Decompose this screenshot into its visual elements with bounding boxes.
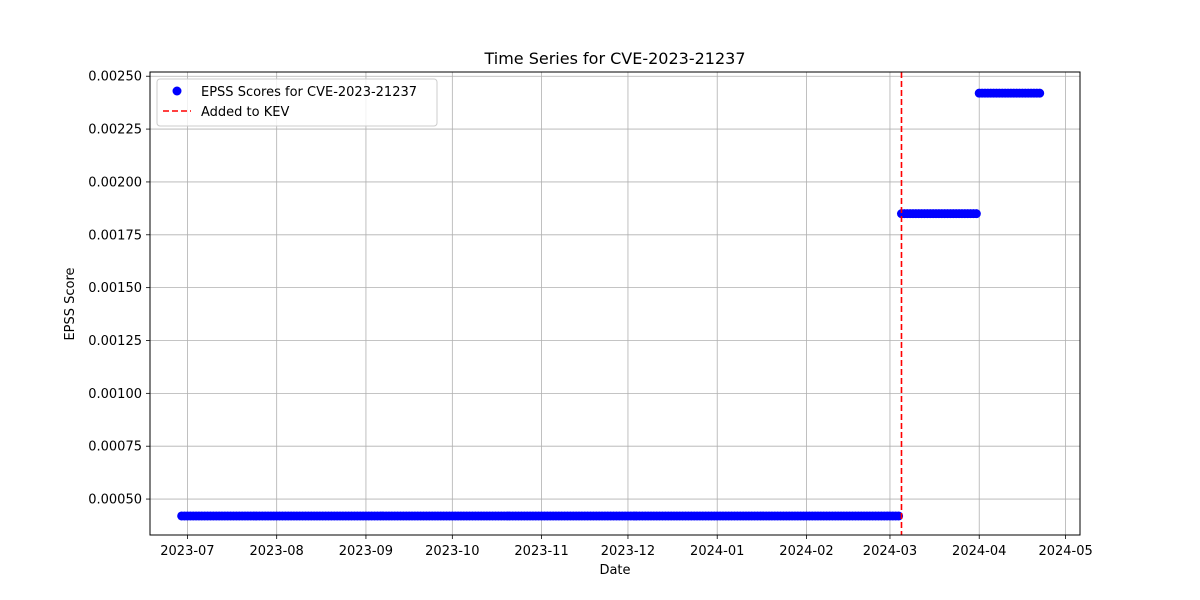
x-tick-label: 2024-04	[952, 544, 1006, 559]
y-tick-label: 0.00075	[88, 440, 142, 455]
legend-box	[156, 78, 438, 127]
x-tick-label: 2023-07	[160, 544, 214, 559]
x-tick-label: 2023-09	[339, 544, 393, 559]
y-axis-label: EPSS Score	[63, 267, 78, 340]
plot-frame	[149, 71, 1081, 536]
grid	[150, 72, 1080, 535]
y-axis: 0.00050 0.00075 0.00100 0.00125 0.00150 0.001…	[88, 70, 150, 508]
x-tick-label: 2024-02	[779, 544, 833, 559]
x-tick-label: 2023-11	[514, 544, 568, 559]
legend-label-epss: EPSS Scores for CVE-2023-21237	[201, 85, 417, 100]
y-tick-label: 0.00125	[88, 334, 142, 349]
data-points	[177, 88, 1045, 521]
x-axis-label: Date	[599, 563, 630, 578]
chart-title: Time Series for CVE-2023-21237	[483, 49, 745, 68]
x-tick-label: 2024-01	[690, 544, 744, 559]
y-tick-label: 0.00250	[88, 70, 142, 85]
y-tick-label: 0.00150	[88, 281, 142, 296]
x-tick-label: 2023-10	[425, 544, 479, 559]
data-point	[1035, 88, 1045, 98]
x-axis: 2023-07 2023-08 2023-09 2023-10 2023-11 2023-…	[160, 535, 1093, 559]
legend: EPSS Scores for CVE-2023-21237 Added to …	[156, 78, 438, 127]
data-point	[971, 209, 981, 219]
legend-marker-epss	[172, 86, 182, 96]
y-tick-label: 0.00175	[88, 228, 142, 243]
x-tick-label: 2023-12	[601, 544, 655, 559]
legend-label-kev: Added to KEV	[201, 105, 289, 120]
y-tick-label: 0.00050	[88, 493, 142, 508]
x-tick-label: 2024-03	[863, 544, 917, 559]
y-tick-label: 0.00225	[88, 123, 142, 138]
x-tick-label: 2023-08	[250, 544, 304, 559]
x-tick-label: 2024-05	[1038, 544, 1092, 559]
y-tick-label: 0.00100	[88, 387, 142, 402]
y-tick-label: 0.00200	[88, 175, 142, 190]
